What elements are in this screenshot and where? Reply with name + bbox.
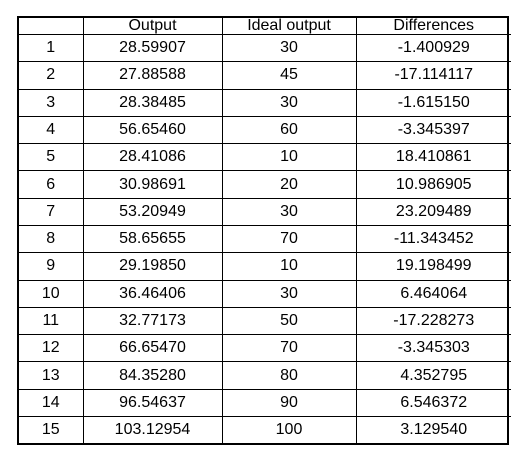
ideal-output-cell: 30 [221,197,357,226]
row-index-cell: 9 [19,252,84,281]
ideal-output-cell: 70 [221,334,357,363]
table-row: 1 28.59907 30 -1.400929 [19,33,511,63]
difference-cell: 18.410861 [355,143,511,172]
table-row: 12 66.65470 70 -3.345303 [19,334,511,363]
output-cell: 27.88588 [82,61,223,90]
row-index-cell: 5 [19,143,84,172]
output-cell: 56.65460 [82,115,223,145]
table-header-row: Output Ideal output Differences [19,18,511,35]
output-cell: 29.19850 [82,252,223,281]
output-cell: 53.20949 [82,197,223,226]
output-cell: 30.98691 [82,170,223,199]
ideal-output-cell: 50 [221,306,357,336]
difference-cell: -17.228273 [355,306,511,336]
results-table-container: Output Ideal output Differences 1 28.5990… [17,16,511,445]
row-index-cell: 3 [19,88,84,117]
difference-cell: 6.464064 [355,279,511,308]
table-row: 11 32.77173 50 -17.228273 [19,306,511,336]
row-index-cell: 13 [19,361,84,390]
table-row: 4 56.65460 60 -3.345397 [19,115,511,145]
row-index-cell: 15 [19,415,84,443]
row-index-cell: 10 [19,279,84,308]
ideal-output-cell: 60 [221,115,357,145]
difference-cell: 6.546372 [355,388,511,417]
table-body: 1 28.59907 30 -1.400929 2 27.88588 45 -17.11411… [19,33,511,443]
difference-cell: -1.615150 [355,88,511,117]
output-cell: 32.77173 [82,306,223,336]
table-row: 5 28.41086 10 18.410861 [19,143,511,172]
row-index-cell: 1 [19,33,84,63]
difference-cell: 10.986905 [355,170,511,199]
table-row: 3 28.38485 30 -1.615150 [19,88,511,117]
table-row: 6 30.98691 20 10.986905 [19,170,511,199]
ideal-output-cell: 10 [221,143,357,172]
difference-cell: -1.400929 [355,33,511,63]
difference-cell: -11.343452 [355,224,511,254]
header-index [19,18,84,35]
ideal-output-cell: 30 [221,33,357,63]
row-index-cell: 11 [19,306,84,336]
table-row: 10 36.46406 30 6.464064 [19,279,511,308]
output-cell: 28.59907 [82,33,223,63]
output-cell: 36.46406 [82,279,223,308]
header-output: Output [82,18,223,35]
ideal-output-cell: 45 [221,61,357,90]
row-index-cell: 7 [19,197,84,226]
header-differences: Differences [355,18,511,35]
difference-cell: 4.352795 [355,361,511,390]
ideal-output-cell: 30 [221,88,357,117]
table-row: 2 27.88588 45 -17.114117 [19,61,511,90]
ideal-output-cell: 10 [221,252,357,281]
ideal-output-cell: 20 [221,170,357,199]
output-cell: 28.41086 [82,143,223,172]
output-cell: 103.12954 [82,415,223,443]
table-row: 13 84.35280 80 4.352795 [19,361,511,390]
ideal-output-cell: 70 [221,224,357,254]
table-row: 7 53.20949 30 23.209489 [19,197,511,226]
output-cell: 84.35280 [82,361,223,390]
results-table: Output Ideal output Differences 1 28.5990… [19,18,511,443]
table-row: 9 29.19850 10 19.198499 [19,252,511,281]
output-cell: 58.65655 [82,224,223,254]
row-index-cell: 6 [19,170,84,199]
output-cell: 66.65470 [82,334,223,363]
difference-cell: 19.198499 [355,252,511,281]
difference-cell: 3.129540 [355,415,511,443]
ideal-output-cell: 90 [221,388,357,417]
table-row: 8 58.65655 70 -11.343452 [19,224,511,254]
row-index-cell: 4 [19,115,84,145]
output-cell: 96.54637 [82,388,223,417]
difference-cell: -3.345303 [355,334,511,363]
output-cell: 28.38485 [82,88,223,117]
row-index-cell: 12 [19,334,84,363]
difference-cell: -17.114117 [355,61,511,90]
ideal-output-cell: 100 [221,415,357,443]
row-index-cell: 14 [19,388,84,417]
row-index-cell: 2 [19,61,84,90]
ideal-output-cell: 30 [221,279,357,308]
table-row: 14 96.54637 90 6.546372 [19,388,511,417]
row-index-cell: 8 [19,224,84,254]
header-ideal-output: Ideal output [221,18,357,35]
difference-cell: -3.345397 [355,115,511,145]
ideal-output-cell: 80 [221,361,357,390]
table-row: 15 103.12954 100 3.129540 [19,415,511,443]
difference-cell: 23.209489 [355,197,511,226]
